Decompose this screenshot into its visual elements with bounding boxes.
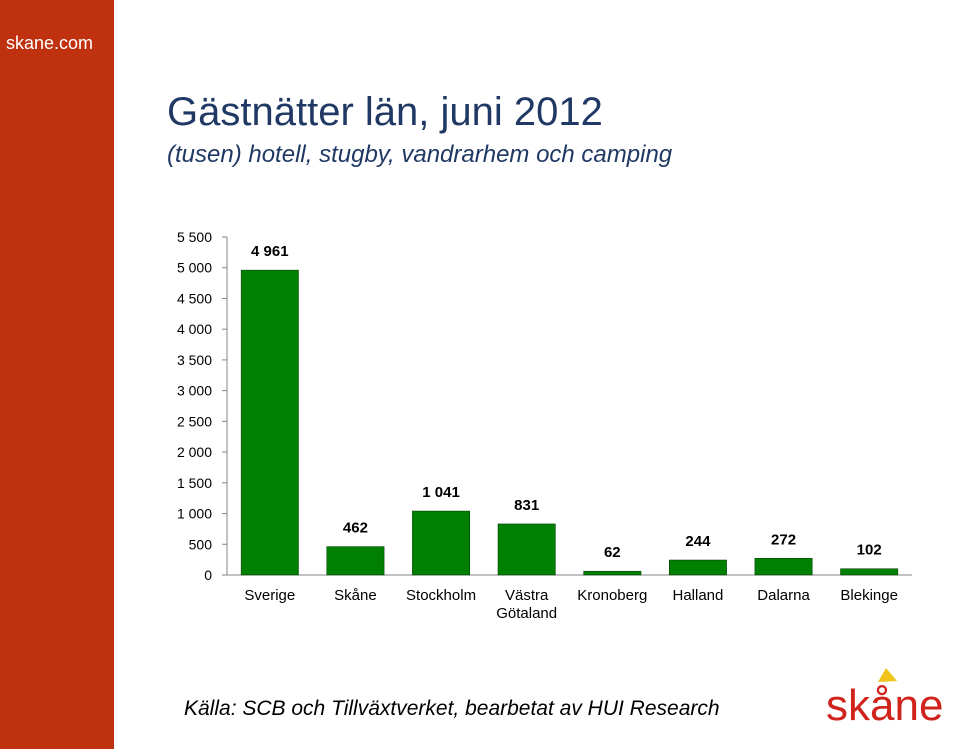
x-tick-label: Götaland xyxy=(496,605,557,622)
x-tick-label: Dalarna xyxy=(757,587,810,604)
y-tick-label: 5 500 xyxy=(177,229,212,245)
y-tick-label: 4 000 xyxy=(177,321,212,337)
bar-sverige xyxy=(240,269,299,576)
x-tick-label: Blekinge xyxy=(840,587,898,604)
x-tick-label: Halland xyxy=(673,587,724,604)
bar-halland xyxy=(669,559,727,576)
y-tick-label: 500 xyxy=(189,536,213,552)
y-tick-label: 0 xyxy=(204,567,212,583)
y-tick-label: 1 500 xyxy=(177,475,212,491)
y-tick-label: 1 000 xyxy=(177,506,212,522)
data-label: 272 xyxy=(771,531,796,548)
data-label: 4 961 xyxy=(251,243,289,260)
data-label: 1 041 xyxy=(422,484,460,501)
bar-skåne xyxy=(326,546,385,576)
bar-kronoberg xyxy=(583,570,642,576)
logo-swoosh xyxy=(878,668,897,682)
page-subtitle: (tusen) hotell, stugby, vandrarhem och c… xyxy=(167,141,673,168)
logo-text: skåne xyxy=(826,681,943,730)
y-tick-label: 5 000 xyxy=(177,260,212,276)
x-tick-label: Skåne xyxy=(334,587,377,604)
x-tick-label: Sverige xyxy=(244,587,295,604)
page-title: Gästnätter län, juni 2012 xyxy=(167,90,603,134)
y-tick-label: 3 500 xyxy=(177,352,212,368)
site-name[interactable]: skane.com xyxy=(6,33,94,53)
data-label: 102 xyxy=(857,542,882,559)
data-label: 62 xyxy=(604,544,621,561)
data-label: 831 xyxy=(514,497,539,514)
bar-västra-götaland xyxy=(497,523,556,576)
labels: 4 961 Sverige 462 Skåne 1 041 Stockholm 831 Väs… xyxy=(244,243,898,622)
bars xyxy=(240,269,899,576)
y-tick-label: 4 500 xyxy=(177,290,212,306)
data-label: 244 xyxy=(685,533,711,550)
x-tick-label: Västra xyxy=(505,587,549,604)
bar-stockholm xyxy=(412,510,470,576)
source-note: Källa: SCB och Tillväxtverket, bearbetat… xyxy=(184,697,720,720)
y-tick-label: 3 000 xyxy=(177,383,212,399)
y-tick-label: 2 000 xyxy=(177,444,212,460)
x-tick-label: Stockholm xyxy=(406,587,476,604)
x-tick-label: Kronoberg xyxy=(577,587,647,604)
bar-blekinge xyxy=(840,568,899,576)
bar-dalarna xyxy=(754,558,813,576)
y-tick-label: 2 500 xyxy=(177,413,212,429)
data-label: 462 xyxy=(343,520,368,537)
sidebar-band: skane.com xyxy=(0,0,114,749)
skane-logo: skåne xyxy=(826,668,943,730)
